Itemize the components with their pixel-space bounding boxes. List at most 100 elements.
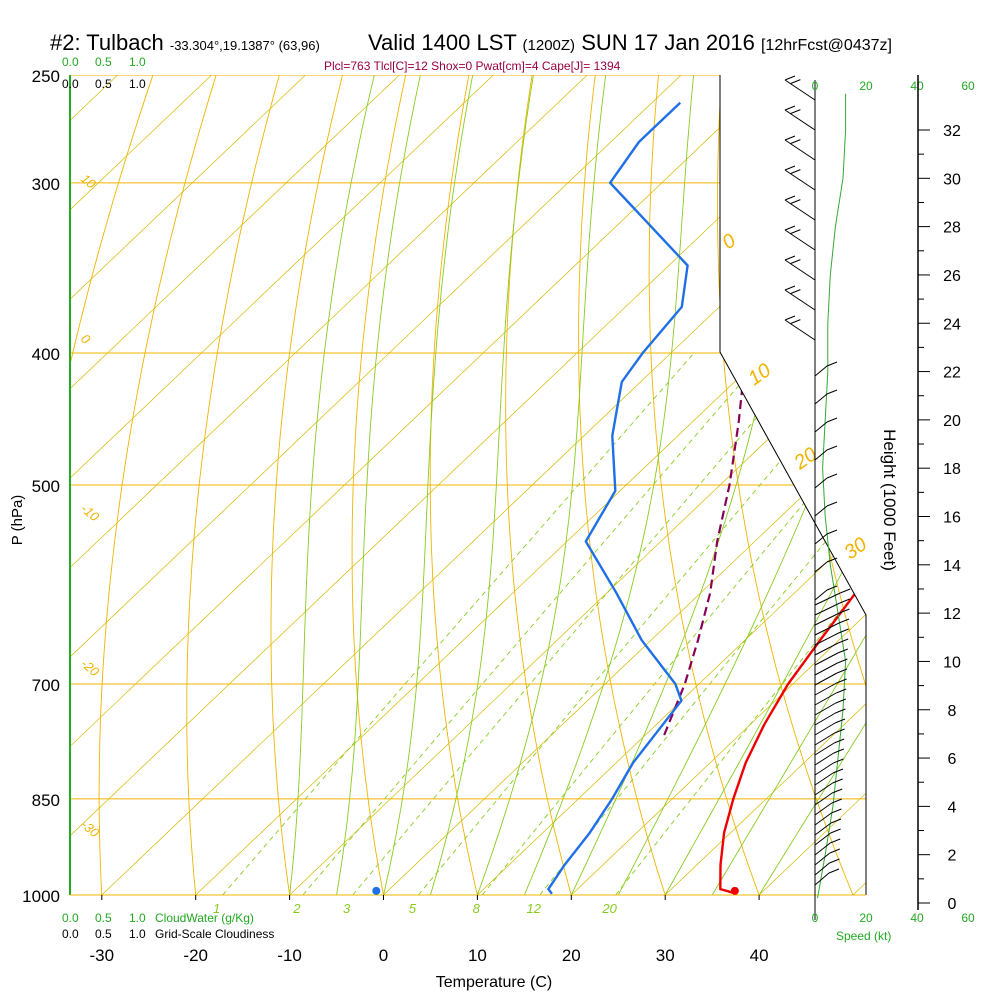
speed-tick-top: 60 [961,79,975,93]
zulu-time: (1200Z) [522,37,576,54]
speed-label: Speed (kt) [836,929,891,943]
dry-adiabat-label: -20 [78,656,103,680]
speed-tick-bottom: 0 [812,911,819,925]
mixing-ratio-line [418,352,866,895]
sounding-params: Plcl=763 Tlcl[C]=12 Shox=0 Pwat[cm]=4 Ca… [324,59,621,73]
pressure-tick-label: 1000 [22,887,60,906]
speed-tick-bottom: 40 [910,911,924,925]
mixing-ratio-label: 3 [343,901,351,916]
surface-temperature-marker [730,886,739,895]
dry-adiabat-line [578,75,666,895]
pressure-tick-label: 850 [32,791,60,810]
dewpoint-trace [547,101,689,895]
cloudwater-scale-bottom-tick: 1.0 [129,911,146,925]
dry-adiabat-line [783,75,866,895]
wind-barb [814,868,840,886]
wind-barb [784,315,816,341]
height-axis-title: Height (1000 Feet) [880,429,899,571]
wind-barb [814,658,848,676]
wind-barb [814,848,840,866]
wind-barb [814,628,849,646]
height-tick-label: 26 [943,268,961,285]
cloudwater-scale-top-tick: 0.0 [62,55,79,69]
x-axis-title: Temperature (C) [436,974,552,991]
dry-adiabat-label: -10 [78,501,103,525]
wind-barb [814,768,844,786]
wind-barb [814,788,843,806]
dry-adiabat-label: 10 [78,171,99,192]
dry-adiabat-line [505,75,572,895]
height-tick-label: 30 [943,171,961,188]
dry-adiabat-line [270,75,343,895]
moist-adiabat-line [383,75,474,895]
pressure-tick-label: 300 [32,175,60,194]
isotherm-line [70,75,494,895]
height-tick-label: 14 [943,558,961,575]
height-tick-label: 16 [943,510,961,527]
height-tick-label: 4 [948,799,957,816]
height-tick-label: 6 [948,751,957,768]
wind-barb [814,778,843,796]
height-tick-label: 28 [943,220,961,237]
wind-barb [784,135,816,161]
temperature-trace [719,102,866,895]
isotherm-line [852,75,866,895]
wind-barb [814,748,844,766]
wind-barb [814,648,848,666]
speed-tick-top: 40 [910,79,924,93]
x-tick-label: -20 [183,946,208,965]
mixing-ratio-line [615,352,866,895]
cloudwater-label: CloudWater (g/Kg) [155,911,254,925]
cloudiness-scale-top-tick: 0.5 [95,77,112,91]
site-coords: -33.304°,19.1387° (63,96) [169,38,320,53]
cloudwater-scale-bottom-tick: 0.0 [62,911,79,925]
wind-barb [814,501,838,517]
dry-adiabat-line [648,75,760,895]
moist-adiabat-line [758,75,866,895]
wind-barb [814,473,838,489]
isotherm-line [0,75,24,895]
mixing-ratio-label: 8 [473,901,481,916]
height-tick-label: 32 [943,123,961,140]
wind-barb [814,389,838,405]
wind-barb [814,688,847,706]
wind-barb [784,195,816,221]
height-tick-label: 12 [943,606,961,623]
wind-barb [814,585,838,601]
valid-time: Valid 1400 LST (1200Z) SUN 17 Jan 2016 [… [368,30,892,56]
surface-dewpoint-marker [372,886,381,895]
cloudiness-label: Grid-Scale Cloudiness [155,927,274,941]
moist-adiabat-line [711,75,866,895]
x-tick-label: -10 [277,946,302,965]
cloudiness-scale-bottom-tick: 0.0 [62,927,79,941]
wind-barb [814,838,841,856]
moist-adiabat-line [476,75,607,895]
mixing-ratio-label: 20 [601,901,617,916]
dry-adiabat-line [429,75,478,895]
moist-adiabat-label: 30 [840,533,871,564]
wind-barb [814,557,838,573]
wind-barb [814,598,850,616]
wind-barb [814,668,848,686]
cloudiness-scale-top-tick: 1.0 [129,77,146,91]
height-tick-label: 20 [943,413,961,430]
speed-tick-top: 20 [859,79,873,93]
cloudwater-scale-bottom-tick: 0.5 [95,911,112,925]
dry-adiabat-label: 0 [78,331,94,348]
cloudiness-scale-bottom-tick: 1.0 [129,927,146,941]
wind-barb [814,858,840,876]
mixing-ratio-label: 2 [292,901,301,916]
valid-date: SUN 17 Jan 2016 [581,30,755,55]
dry-adiabat-line [847,75,866,895]
x-tick-label: 30 [656,946,675,965]
mixing-ratio-line [481,352,866,895]
cloudiness-scale-top-tick: 0.0 [62,77,79,91]
isotherm-line [477,75,866,895]
wind-barb [814,588,851,606]
dry-adiabat-line [911,75,1000,895]
wind-barb [784,285,816,311]
mixing-ratio-line [222,352,695,895]
plot-right-boundary [719,75,867,895]
wind-barb [814,828,841,846]
